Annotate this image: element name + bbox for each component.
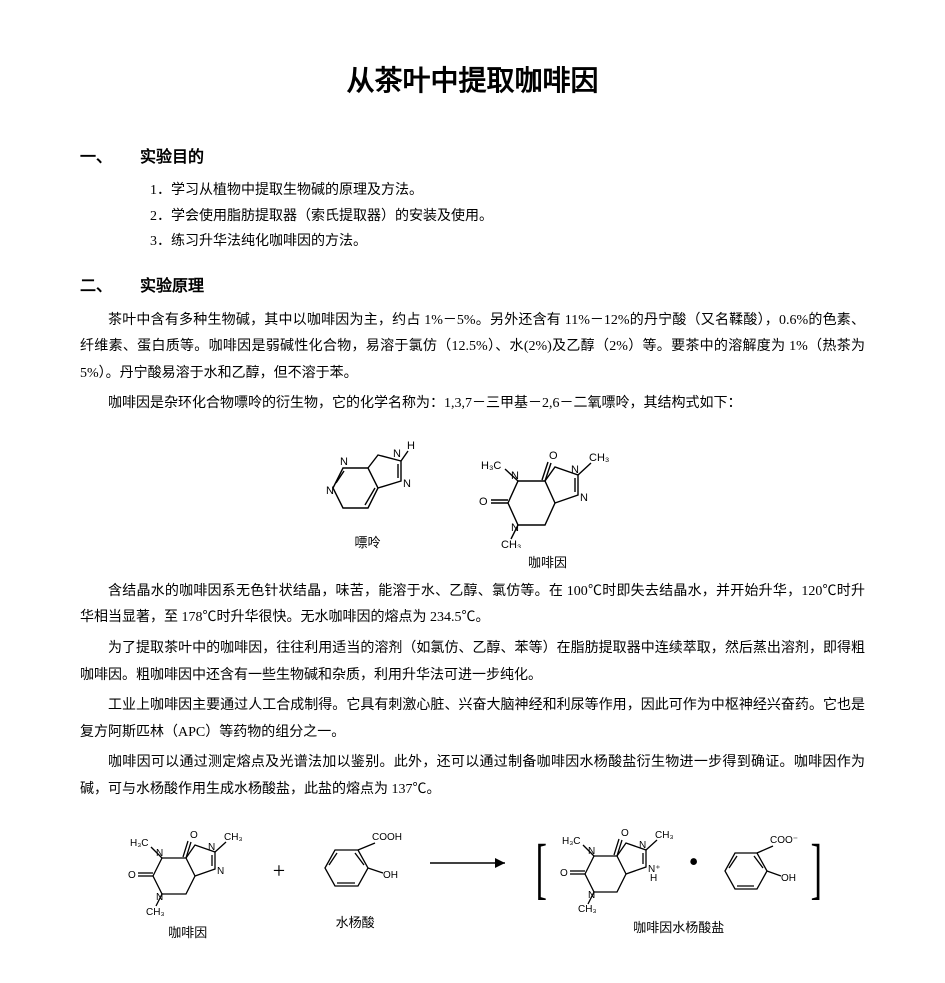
objective-3: 3．练习升华法纯化咖啡因的方法。: [150, 229, 865, 254]
section-1-title: 实验目的: [140, 149, 204, 166]
svg-text:COOH: COOH: [372, 832, 402, 843]
svg-text:O: O: [190, 830, 198, 841]
svg-text:OH: OH: [781, 873, 796, 884]
svg-text:N: N: [588, 846, 595, 857]
document-title: 从茶叶中提取咖啡因: [80, 60, 865, 105]
svg-text:N: N: [208, 842, 215, 853]
principle-p1: 茶叶中含有多种生物碱，其中以咖啡因为主，约占 1%－5%。另外还含有 11%－1…: [80, 308, 865, 388]
svg-text:H: H: [407, 440, 415, 452]
svg-text:N: N: [511, 470, 519, 482]
svg-text:N: N: [511, 522, 519, 534]
caffeine-reactant-icon: N N N N O O H₃C CH₃ CH₃: [118, 818, 258, 918]
svg-text:CH₃: CH₃: [146, 907, 165, 918]
principle-p3: 含结晶水的咖啡因系无色针状结晶，味苦，能溶于水、乙醇、氯仿等。在 100℃时即失…: [80, 579, 865, 632]
caffeine-cation-icon: N N N⁺ N O O H₃C CH₃ CH₃ H: [553, 818, 683, 913]
reaction-scheme: N N N N O O H₃C CH₃ CH₃ 咖啡因 + COOH OH 水: [80, 818, 865, 944]
section-1-header: 一、实验目的: [80, 145, 865, 171]
purine-label: 嘌呤: [313, 533, 423, 554]
svg-text:CH₃: CH₃: [578, 904, 597, 913]
svg-text:O: O: [621, 828, 629, 839]
svg-text:N: N: [340, 456, 348, 468]
plus-sign: +: [273, 853, 285, 888]
reactant-salicylic: COOH OH 水杨酸: [300, 818, 410, 934]
svg-text:N: N: [639, 840, 646, 851]
principle-p5: 工业上咖啡因主要通过人工合成制得。它具有刺激心脏、兴奋大脑神经和利尿等作用，因此…: [80, 693, 865, 746]
section-1-num: 一、: [80, 145, 140, 171]
purine-structure-icon: N N N N H: [313, 433, 423, 528]
section-2-header: 二、实验原理: [80, 274, 865, 300]
svg-text:H₃C: H₃C: [562, 836, 581, 847]
section-2-num: 二、: [80, 274, 140, 300]
salicylate-anion-icon: COO⁻ OH: [705, 823, 805, 908]
reactant-caffeine-label: 咖啡因: [118, 923, 258, 944]
svg-text:CH₃: CH₃: [501, 539, 521, 548]
svg-text:O: O: [128, 870, 136, 881]
principle-p4: 为了提取茶叶中的咖啡因，往往利用适当的溶剂（如氯仿、乙醇、苯等）在脂肪提取器中连…: [80, 636, 865, 689]
product-salt-label: 咖啡因水杨酸盐: [530, 918, 827, 939]
svg-text:CH₃: CH₃: [589, 452, 609, 464]
svg-text:N: N: [588, 890, 595, 901]
svg-text:H: H: [650, 873, 657, 884]
caffeine-structure-icon: N N N N O O H₃C CH₃ CH₃: [463, 433, 633, 548]
section-2-title: 实验原理: [140, 278, 204, 295]
svg-text:COO⁻: COO⁻: [770, 835, 798, 846]
reactant-caffeine: N N N N O O H₃C CH₃ CH₃ 咖啡因: [118, 818, 258, 944]
svg-text:O: O: [549, 450, 558, 462]
caffeine-figure: N N N N O O H₃C CH₃ CH₃ 咖啡因: [463, 433, 633, 574]
product-salt: [ N N N⁺ N O O: [530, 818, 827, 939]
structure-figures: N N N N H 嘌呤: [80, 433, 865, 574]
principle-p2: 咖啡因是杂环化合物嘌呤的衍生物，它的化学名称为：1,3,7－三甲基－2,6－二氧…: [80, 391, 865, 418]
left-bracket: [: [536, 834, 547, 902]
svg-text:N: N: [217, 866, 224, 877]
svg-text:N: N: [571, 464, 579, 476]
svg-text:N: N: [326, 485, 334, 497]
objective-2: 2．学会使用脂肪提取器（索氏提取器）的安装及使用。: [150, 204, 865, 229]
svg-text:N: N: [156, 892, 163, 903]
svg-text:H₃C: H₃C: [481, 460, 501, 472]
objective-1: 1．学习从植物中提取生物碱的原理及方法。: [150, 178, 865, 203]
principle-p6: 咖啡因可以通过测定熔点及光谱法加以鉴别。此外，还可以通过制备咖啡因水杨酸盐衍生物…: [80, 750, 865, 803]
reaction-arrow-icon: [425, 853, 515, 881]
salt-dot: •: [689, 841, 699, 886]
right-bracket: ]: [810, 834, 821, 902]
svg-text:OH: OH: [383, 870, 398, 881]
purine-figure: N N N N H 嘌呤: [313, 433, 423, 574]
svg-text:N: N: [580, 492, 588, 504]
svg-text:N: N: [156, 848, 163, 859]
salicylic-acid-icon: COOH OH: [300, 818, 410, 908]
svg-text:N: N: [403, 478, 411, 490]
svg-text:O: O: [560, 868, 568, 879]
svg-text:CH₃: CH₃: [655, 830, 674, 841]
svg-text:N: N: [393, 448, 401, 460]
svg-text:CH₃: CH₃: [224, 832, 243, 843]
svg-text:O: O: [479, 496, 488, 508]
reactant-salicylic-label: 水杨酸: [300, 913, 410, 934]
svg-text:H₃C: H₃C: [130, 838, 149, 849]
caffeine-label: 咖啡因: [463, 553, 633, 574]
